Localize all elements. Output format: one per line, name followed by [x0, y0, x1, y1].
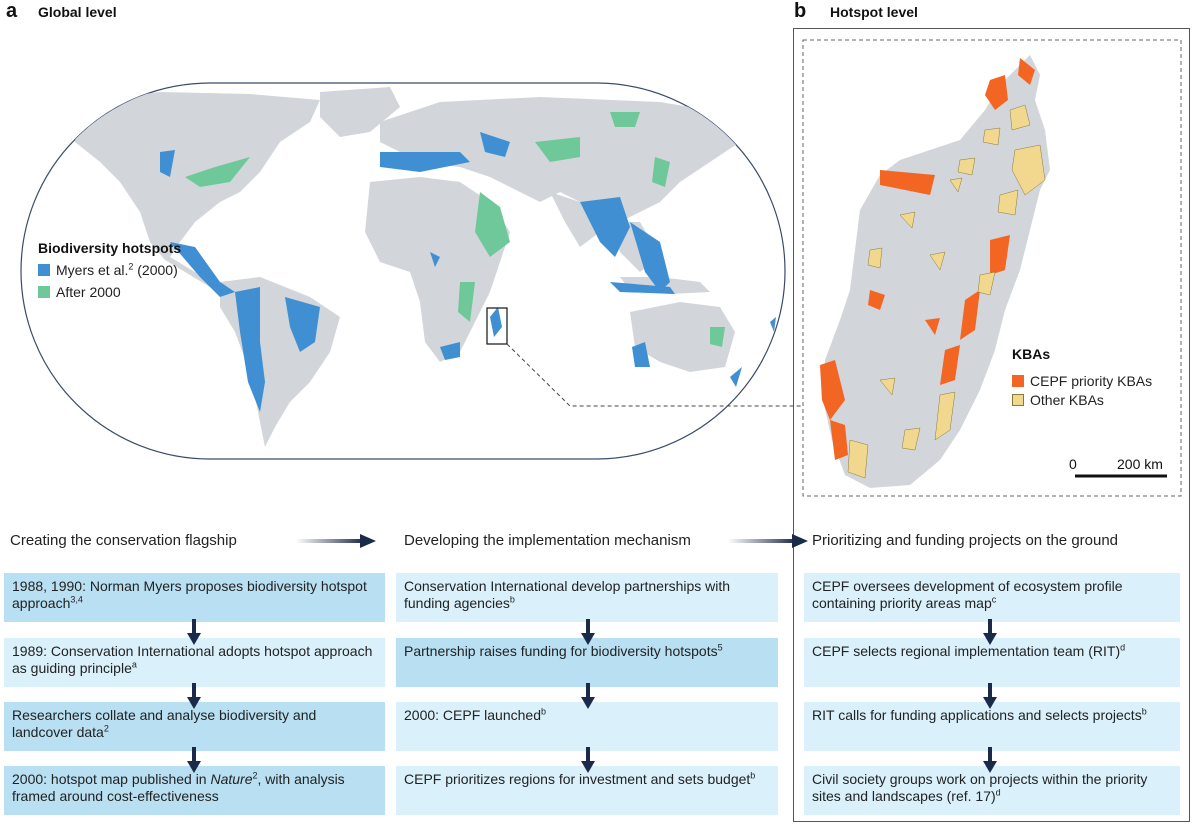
col3-step-3-text: RIT calls for funding applications and s… — [812, 707, 1142, 723]
col3-arrow-2 — [983, 683, 997, 709]
hotspot-panel-frame — [793, 28, 1190, 822]
hotspot-legend-title: Biodiversity hotspots — [38, 240, 182, 256]
col1-step-2: 1989: Conservation International adopts … — [4, 638, 385, 687]
col3-step-4-sup: d — [995, 787, 1001, 798]
col1-arrow-2 — [187, 683, 201, 709]
cepf-kba-swatch — [1012, 375, 1024, 387]
legend-item-after-2000: After 2000 — [38, 284, 121, 300]
other-kba-swatch — [1012, 394, 1024, 406]
greenland — [320, 87, 400, 137]
col3-step-4: Civil society groups work on projects wi… — [804, 766, 1180, 815]
post-2000-hotspots — [185, 112, 725, 347]
madagascar-highlight-box — [486, 307, 508, 345]
myers-swatch — [38, 264, 50, 276]
col1-arrow-3 — [187, 747, 201, 773]
legend-other-kba-label: Other KBAs — [1030, 392, 1104, 408]
scale-bar-start: 0 — [1069, 456, 1077, 472]
column-1-heading: Creating the conservation flagship — [10, 532, 237, 549]
col1-step-2-sup: a — [131, 659, 137, 670]
col3-step-3-sup: b — [1141, 706, 1147, 717]
col3-step-2-text: CEPF selects regional implementation tea… — [812, 643, 1121, 659]
col1-step-4-text-after: , with analysis framed around cost-effec… — [12, 771, 345, 804]
col2-step-1: Conservation International develop partn… — [396, 573, 778, 622]
col1-step-1-sup: 3,4 — [70, 594, 83, 605]
col2-step-2-sup: 5 — [717, 642, 723, 653]
col3-step-1-sup: c — [991, 594, 997, 605]
col2-step-4-text: CEPF prioritizes regions for investment … — [404, 771, 751, 787]
col3-step-1: CEPF oversees development of ecosystem p… — [804, 573, 1180, 622]
column-3-heading: Prioritizing and funding projects on the… — [812, 532, 1119, 549]
col3-step-2: CEPF selects regional implementation tea… — [804, 638, 1180, 687]
col2-step-4: CEPF prioritizes regions for investment … — [396, 766, 778, 815]
legend-myers-suffix: (2000) — [133, 262, 178, 278]
col2-arrow-1 — [581, 619, 595, 645]
col2-step-2: Partnership raises funding for biodivers… — [396, 638, 778, 687]
legend-item-myers: Myers et al.2 (2000) — [38, 262, 178, 278]
col1-step-1-text: 1988, 1990: Norman Myers proposes biodiv… — [12, 578, 367, 611]
south-asia — [550, 192, 660, 272]
header-arrow-2 — [728, 534, 808, 548]
col2-step-1-sup: b — [509, 594, 515, 605]
col2-step-1-text: Conservation International develop partn… — [404, 578, 731, 611]
panel-b-title: Hotspot level — [830, 4, 918, 20]
col1-arrow-1 — [187, 619, 201, 645]
col1-step-3: Researchers collate and analyse biodiver… — [4, 702, 385, 751]
myers-hotspots — [160, 132, 776, 412]
panel-b-letter: b — [794, 0, 807, 22]
header-arrow-1 — [296, 534, 376, 548]
col2-step-2-text: Partnership raises funding for biodivers… — [404, 643, 718, 659]
col3-step-4-text: Civil society groups work on projects wi… — [812, 771, 1148, 804]
col3-arrow-3 — [983, 747, 997, 773]
col3-arrow-1 — [983, 619, 997, 645]
legend-after-2000-label: After 2000 — [56, 284, 121, 300]
scale-bar-end: 200 km — [1117, 456, 1163, 472]
col3-step-2-sup: d — [1120, 642, 1126, 653]
col2-step-4-sup: b — [750, 770, 756, 781]
col2-arrow-3 — [581, 747, 595, 773]
north-america — [75, 92, 320, 287]
africa — [365, 177, 510, 362]
panel-a-title: Global level — [38, 4, 117, 20]
column-2-heading: Developing the implementation mechanism — [404, 532, 691, 549]
col2-step-3-text: 2000: CEPF launched — [404, 707, 541, 723]
col2-step-3: 2000: CEPF launchedb — [396, 702, 778, 751]
col1-step-4-italic: Nature — [210, 771, 253, 787]
panel-a-letter: a — [6, 0, 18, 22]
col1-step-3-sup: 2 — [103, 723, 109, 734]
col1-step-4-text-before: 2000: hotspot map published in — [12, 771, 211, 787]
col1-step-3-text: Researchers collate and analyse biodiver… — [12, 707, 317, 740]
col1-step-4-sup: 2 — [252, 770, 258, 781]
col2-step-3-sup: b — [540, 706, 546, 717]
legend-item-cepf-kbas: CEPF priority KBAs — [1012, 373, 1152, 389]
legend-cepf-kba-label: CEPF priority KBAs — [1030, 373, 1153, 389]
col1-step-1: 1988, 1990: Norman Myers proposes biodiv… — [4, 573, 385, 622]
after-2000-swatch — [38, 286, 50, 298]
legend-item-other-kbas: Other KBAs — [1012, 392, 1104, 408]
col1-step-2-text: 1989: Conservation International adopts … — [12, 643, 373, 676]
col2-arrow-2 — [581, 683, 595, 709]
legend-myers-sup: 2 — [128, 261, 134, 272]
col3-step-1-text: CEPF oversees development of ecosystem p… — [812, 578, 1123, 611]
col3-step-3: RIT calls for funding applications and s… — [804, 702, 1180, 751]
kba-legend-title: KBAs — [1012, 346, 1051, 362]
col1-step-4: 2000: hotspot map published in Nature2, … — [4, 766, 385, 815]
legend-myers-label: Myers et al. — [56, 262, 129, 278]
